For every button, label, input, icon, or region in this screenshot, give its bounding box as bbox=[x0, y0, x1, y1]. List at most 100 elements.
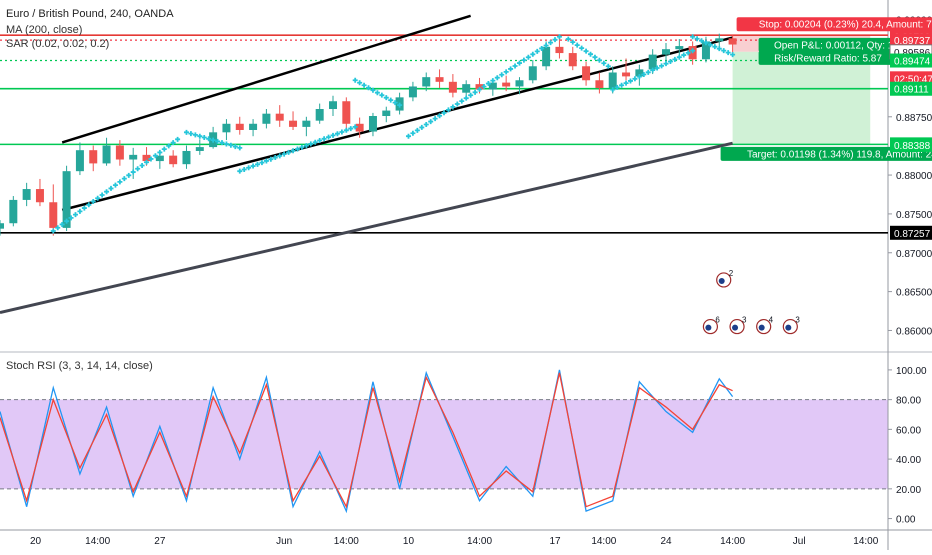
sar-marker bbox=[317, 138, 323, 144]
target-label: Target: 0.01198 (1.34%) 119.8, Amount: 2… bbox=[720, 146, 932, 161]
event-flag-mark bbox=[732, 324, 739, 331]
price-axis-badge bbox=[890, 137, 932, 152]
sar-marker bbox=[636, 74, 642, 80]
sar-marker bbox=[312, 139, 318, 145]
stoch-series-d bbox=[0, 372, 733, 509]
sar-marker bbox=[59, 221, 65, 227]
sar-marker bbox=[730, 52, 736, 58]
sar-marker bbox=[286, 149, 292, 155]
candle-body bbox=[9, 199, 18, 224]
candle-body bbox=[289, 120, 298, 127]
sar-marker bbox=[645, 69, 651, 75]
sar-marker bbox=[485, 81, 491, 87]
candle-body bbox=[502, 82, 511, 87]
stop-label: Stop: 0.00204 (0.23%) 20.4, Amount: 750 bbox=[736, 17, 932, 32]
candle-body bbox=[488, 82, 497, 90]
candle-body bbox=[568, 53, 577, 67]
sar-marker bbox=[246, 165, 252, 171]
sar-marker bbox=[215, 138, 221, 144]
sar-legend[interactable]: SAR (0.02, 0.02, 0.2) bbox=[6, 38, 110, 50]
sar-marker bbox=[55, 225, 61, 231]
sar-marker bbox=[685, 50, 691, 56]
sar-marker bbox=[188, 131, 194, 137]
candle-body bbox=[302, 120, 311, 127]
risk-reward-label: Risk/Reward Ratio: 5.87 bbox=[758, 50, 898, 65]
sar-marker bbox=[352, 77, 358, 83]
candle-body bbox=[515, 80, 524, 87]
sar-marker bbox=[135, 166, 141, 172]
candle-body bbox=[528, 66, 537, 81]
sar-marker bbox=[237, 145, 243, 151]
sar-marker bbox=[255, 161, 261, 167]
candle-body bbox=[715, 38, 724, 42]
sar-marker bbox=[361, 82, 367, 88]
sar-marker bbox=[281, 151, 287, 157]
price-tick-label: 0.86000 bbox=[896, 326, 932, 337]
sar-marker bbox=[650, 67, 656, 73]
candle-body bbox=[542, 46, 551, 67]
sar-marker bbox=[397, 102, 403, 108]
sar-marker bbox=[90, 199, 96, 205]
sar-marker bbox=[277, 153, 283, 159]
time-tick-label: 27 bbox=[154, 536, 166, 547]
sar-marker bbox=[499, 72, 505, 78]
symbol-title: Euro / British Pound, 240, OANDA bbox=[6, 8, 174, 20]
price-axis-badge-label: 0.88388 bbox=[894, 141, 931, 152]
event-count-label: 6 bbox=[715, 316, 720, 325]
sar-marker bbox=[405, 133, 411, 139]
price-axis-badge bbox=[890, 53, 932, 68]
sar-marker bbox=[339, 129, 345, 135]
event-flag-mark bbox=[705, 324, 712, 331]
time-tick-label: Jul bbox=[793, 536, 806, 547]
event-flag-mark bbox=[718, 277, 725, 284]
channel-trendline bbox=[61, 14, 472, 144]
candle-body bbox=[342, 101, 351, 124]
candle-body bbox=[701, 41, 710, 60]
risk-reward-label-text: Risk/Reward Ratio: 5.87 bbox=[774, 53, 882, 64]
sar-marker bbox=[699, 38, 705, 44]
sar-marker bbox=[343, 127, 349, 133]
candle-body bbox=[262, 113, 271, 124]
candle-body bbox=[622, 72, 631, 77]
target-zone bbox=[732, 51, 871, 145]
sar-marker bbox=[192, 132, 198, 138]
event-count-label: 3 bbox=[742, 316, 747, 325]
sar-marker bbox=[166, 143, 172, 149]
sar-marker bbox=[632, 76, 638, 82]
event-count-label: 4 bbox=[769, 316, 774, 325]
sar-marker bbox=[525, 54, 531, 60]
sar-marker bbox=[144, 159, 150, 165]
sar-marker bbox=[383, 95, 389, 101]
price-tick-label: 0.88750 bbox=[896, 113, 932, 124]
rsi-tick-label: 80.00 bbox=[896, 396, 921, 407]
price-axis-badge-label: 0.87257 bbox=[894, 229, 931, 240]
sar-marker bbox=[454, 101, 460, 107]
sar-marker bbox=[410, 130, 416, 136]
sar-marker bbox=[130, 169, 136, 175]
sar-marker bbox=[64, 218, 70, 224]
ma-legend[interactable]: MA (200, close) bbox=[6, 24, 83, 36]
stoch-rsi-legend[interactable]: Stoch RSI (3, 3, 14, 14, close) bbox=[6, 360, 153, 372]
sar-marker bbox=[672, 56, 678, 62]
candle-body bbox=[62, 171, 71, 228]
sar-marker bbox=[432, 116, 438, 122]
sar-marker bbox=[232, 144, 238, 150]
price-tick-label: 0.87500 bbox=[896, 210, 932, 221]
sar-marker bbox=[250, 163, 256, 169]
sar-marker bbox=[667, 59, 673, 65]
time-tick-label: 14:00 bbox=[467, 536, 492, 547]
sar-marker bbox=[326, 134, 332, 140]
candle-body bbox=[249, 123, 258, 130]
sar-marker bbox=[716, 46, 722, 52]
candle-body bbox=[555, 46, 564, 54]
sar-marker bbox=[294, 146, 300, 152]
sar-marker bbox=[68, 215, 74, 221]
price-axis-badge-label: 0.89474 bbox=[894, 57, 931, 68]
sar-marker bbox=[481, 83, 487, 89]
pnl-label-text: Open P&L: 0.00112, Qty: 122549 bbox=[774, 40, 922, 51]
price-axis-badge bbox=[890, 81, 932, 96]
candle-body bbox=[435, 77, 444, 82]
candle-body bbox=[35, 189, 44, 203]
sar-marker bbox=[694, 36, 700, 42]
